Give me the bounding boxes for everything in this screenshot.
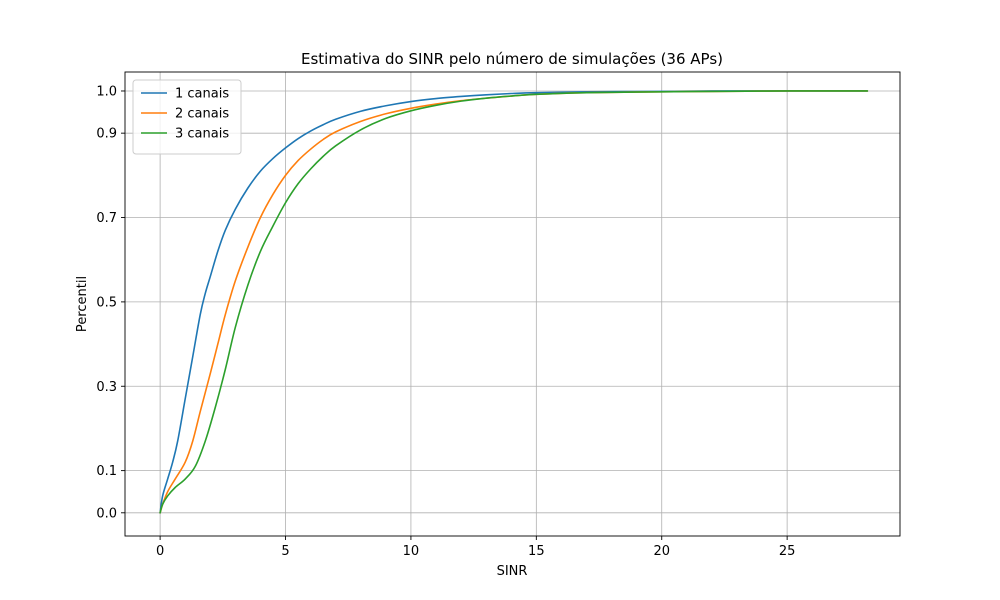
y-tick-label: 0.1 (96, 464, 117, 479)
legend-box (132, 79, 242, 155)
x-tick-label: 5 (281, 544, 289, 559)
series-line-1 (159, 90, 869, 514)
series-line-3 (159, 90, 869, 514)
x-axis-label: SINR (497, 564, 528, 579)
chart-title: Estimativa do SINR pelo número de simula… (301, 50, 723, 68)
plot-frame (124, 71, 901, 537)
y-axis-ticks: 0.0 0.1 0.3 0.5 0.7 0.9 1.0 (96, 84, 125, 521)
y-tick-label: 1.0 (96, 84, 117, 99)
x-tick-label: 10 (403, 544, 420, 559)
legend-label: 1 canais (175, 87, 229, 102)
series-layer (159, 90, 869, 514)
x-tick-label: 20 (653, 544, 670, 559)
x-tick-label: 0 (156, 544, 164, 559)
y-tick-label: 0.7 (96, 211, 117, 226)
x-tick-label: 15 (528, 544, 545, 559)
y-tick-label: 0.3 (96, 380, 117, 395)
x-axis-ticks: 0 5 10 15 20 25 (156, 536, 795, 559)
y-tick-label: 0.9 (96, 127, 117, 142)
y-axis-label: Percentil (75, 276, 90, 332)
legend-label: 2 canais (175, 107, 229, 122)
legend-label: 3 canais (175, 127, 229, 142)
legend: 1 canais 2 canais 3 canais (132, 79, 242, 155)
y-tick-label: 0.5 (96, 295, 117, 310)
y-tick-label: 0.0 (96, 506, 117, 521)
x-tick-label: 25 (779, 544, 796, 559)
